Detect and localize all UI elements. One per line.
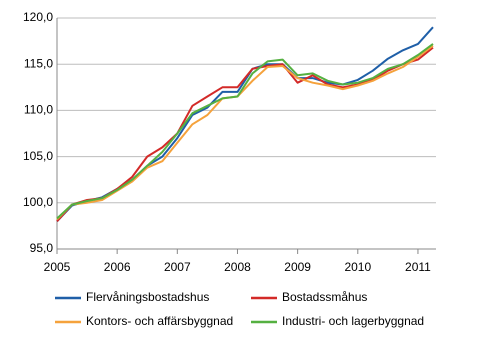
x-tick-label: 2011 <box>405 260 431 274</box>
series-line <box>56 44 434 221</box>
series-line <box>56 43 434 220</box>
y-tick-label: 105,0 <box>23 149 53 163</box>
y-tick-label: 110,0 <box>24 103 53 117</box>
x-tick-label: 2010 <box>344 260 371 274</box>
y-tick-label: 95,0 <box>30 241 54 255</box>
y-tick-label: 100,0 <box>23 195 53 209</box>
x-tick-label: 2007 <box>164 260 191 274</box>
x-tick-label: 2006 <box>104 260 131 274</box>
y-tick-label: 120,0 <box>23 10 53 24</box>
x-tick-label: 2005 <box>44 260 71 274</box>
y-tick-label: 115,0 <box>24 56 53 70</box>
legend-label: Kontors- och affärsbyggnad <box>86 314 233 328</box>
legend-label: Flervåningsbostadshus <box>86 290 209 304</box>
legend-label: Industri- och lagerbyggnad <box>282 314 424 328</box>
series-line <box>56 46 434 222</box>
legend-label: Bostadssmåhus <box>282 290 367 304</box>
x-tick-label: 2009 <box>284 260 311 274</box>
x-tick-label: 2008 <box>224 260 251 274</box>
